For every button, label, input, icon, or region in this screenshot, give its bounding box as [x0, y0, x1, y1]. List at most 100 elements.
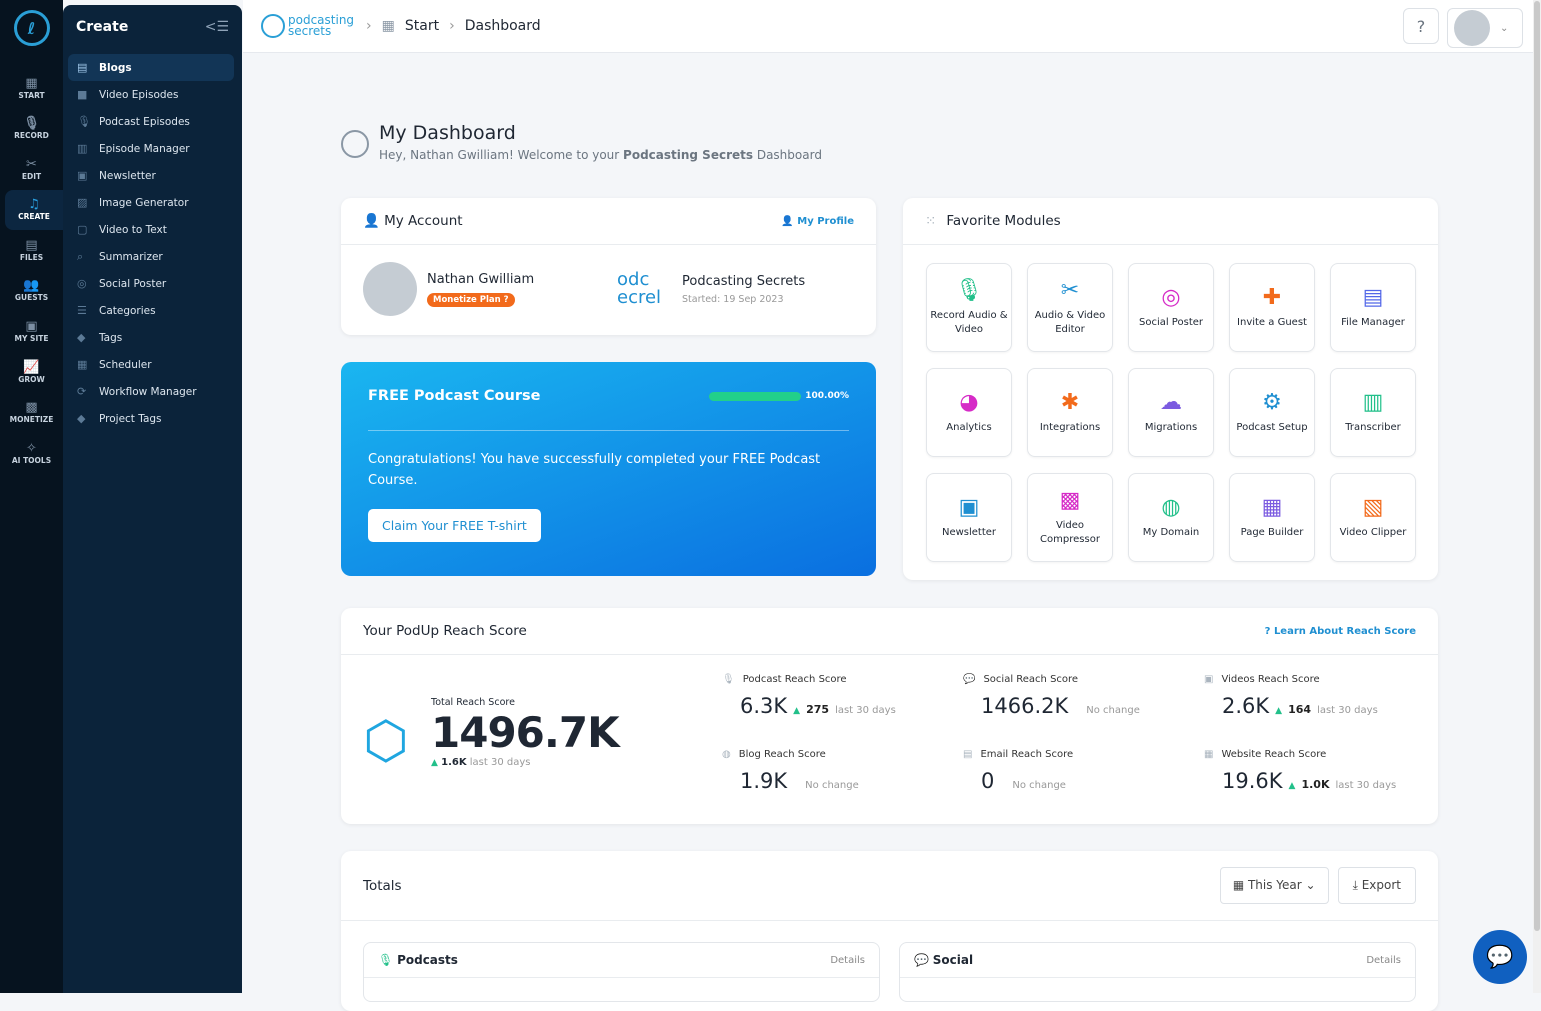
module-video-clipper[interactable]: ▧ Video Clipper [1330, 473, 1416, 562]
rail-grow[interactable]: 📈 GROW [18, 359, 45, 384]
module-page-builder[interactable]: ▦ Page Builder [1229, 473, 1315, 562]
show-started: Started: 19 Sep 2023 [682, 293, 784, 305]
score-icon: ▤ [963, 749, 973, 760]
module-invite-a-guest[interactable]: ✚ Invite a Guest [1229, 263, 1315, 352]
learn-reach-link[interactable]: ? Learn About Reach Score [1264, 625, 1416, 637]
mic-icon: 🎙 [23, 116, 40, 132]
score-icon: 💬 [963, 674, 976, 685]
module-integrations[interactable]: ✱ Integrations [1027, 368, 1113, 457]
scrollbar[interactable] [1533, 0, 1541, 993]
panel-item-social-poster[interactable]: ◎ Social Poster [77, 277, 167, 290]
module-my-domain[interactable]: ◍ My Domain [1128, 473, 1214, 562]
chat-button[interactable]: 💬 [1473, 930, 1527, 984]
module-icon: ▥ [1362, 389, 1384, 415]
help-icon: ? [1416, 16, 1426, 36]
podcasts-details-link[interactable]: Details [830, 954, 865, 966]
module-analytics[interactable]: ◕ Analytics [926, 368, 1012, 457]
module-icon: ◍ [1161, 494, 1181, 520]
panel-item-scheduler[interactable]: ▦ Scheduler [77, 358, 152, 371]
module-icon: 🎙 [955, 277, 983, 303]
course-banner: FREE Podcast Course 100.00% Congratulati… [341, 362, 876, 576]
course-title: FREE Podcast Course [368, 388, 541, 404]
ai-icon: ✧ [26, 440, 37, 456]
panel-item-categories[interactable]: ☰ Categories [77, 304, 156, 317]
module-icon: ▩ [1059, 487, 1081, 513]
help-button[interactable]: ? [1403, 8, 1439, 44]
site-icon: ▣ [25, 319, 38, 335]
panel-item-workflow-manager[interactable]: ⟳ Workflow Manager [77, 385, 197, 398]
module-file-manager[interactable]: ▤ File Manager [1330, 263, 1416, 352]
collapse-icon[interactable]: <☰ [204, 19, 229, 35]
podcasts-panel: 🎙 Podcasts Details [363, 942, 880, 1002]
panel-item-icon: ▥ [77, 142, 88, 155]
crumb-start[interactable]: Start [404, 18, 440, 34]
app-logo[interactable]: ℓ [13, 10, 50, 46]
plan-badge[interactable]: Monetize Plan ? [427, 292, 515, 307]
panel-item-newsletter[interactable]: ▣ Newsletter [77, 169, 156, 182]
module-icon: ▣ [958, 494, 980, 520]
panel-title: Create [76, 19, 129, 35]
social-details-link[interactable]: Details [1366, 954, 1401, 966]
module-audio-video-editor[interactable]: ✂ Audio & Video Editor [1027, 263, 1113, 352]
page-header: My Dashboard Hey, Nathan Gwilliam! Welco… [341, 122, 822, 162]
card-title: Your PodUp Reach Score [363, 623, 527, 639]
module-transcriber[interactable]: ▥ Transcriber [1330, 368, 1416, 457]
panel-item-project-tags[interactable]: ◆ Project Tags [77, 412, 162, 425]
module-icon: ◕ [959, 389, 979, 415]
totals-card: Totals ▦ This Year ⌄ ⤓ Export 🎙 Podcasts… [341, 851, 1438, 1011]
edit-icon: ✂ [26, 156, 37, 172]
module-migrations[interactable]: ☁ Migrations [1128, 368, 1214, 457]
panel-item-icon: ▣ [77, 169, 88, 182]
panel-item-icon: ⟳ [77, 385, 87, 398]
card-title: Favorite Modules [946, 213, 1061, 229]
show-logo[interactable]: odc ecrel [617, 269, 662, 308]
panel-item-icon: ▦ [77, 358, 88, 371]
module-podcast-setup[interactable]: ⚙ Podcast Setup [1229, 368, 1315, 457]
module-record-audio-video[interactable]: 🎙 Record Audio & Video [926, 263, 1012, 352]
panel-item-podcast-episodes[interactable]: 🎙 Podcast Episodes [77, 115, 190, 128]
total-reach-value: 1496.7K [431, 708, 620, 757]
top-bar: podcasting secrets › ▦ Start › Dashboard ? … [243, 0, 1533, 53]
panel-item-blogs[interactable]: ▤ Blogs [68, 54, 234, 81]
grid-icon: ⁙ [925, 213, 937, 229]
card-title: Totals [363, 877, 402, 894]
dashboard-gauge-icon [341, 130, 369, 158]
export-button[interactable]: ⤓ Export [1337, 867, 1416, 904]
module-video-compressor[interactable]: ▩ Video Compressor [1027, 473, 1113, 562]
panel-item-icon: ◆ [77, 412, 86, 425]
module-icon: ▧ [1362, 494, 1384, 520]
panel-item-video-to-text[interactable]: ▢ Video to Text [77, 223, 167, 236]
rail-files[interactable]: ▤ FILES [19, 237, 44, 262]
calendar-icon: ▦ [25, 75, 38, 91]
rail-my-site[interactable]: ▣ MY SITE [14, 319, 49, 344]
module-icon: ▤ [1362, 284, 1384, 310]
panel-item-video-episodes[interactable]: ■ Video Episodes [77, 88, 179, 101]
panel-item-tags[interactable]: ◆ Tags [77, 331, 123, 344]
create-panel: Create <☰ ▤ Blogs ■ Video Episodes 🎙 Podcast E… [63, 5, 242, 993]
brand-logo[interactable]: podcasting secrets [261, 14, 354, 38]
module-icon: ✱ [1060, 389, 1080, 415]
crumb-dashboard: Dashboard [464, 18, 541, 34]
reach-score-item: ◍ Blog Reach Score 1.9K No change [722, 749, 859, 793]
user-name: Nathan Gwilliam [427, 271, 535, 287]
rail-record[interactable]: 🎙 RECORD [14, 116, 49, 141]
module-icon: ✂ [1060, 277, 1080, 303]
panel-item-episode-manager[interactable]: ▥ Episode Manager [77, 142, 190, 155]
my-profile-link[interactable]: 👤 My Profile [781, 215, 854, 227]
panel-item-icon: ◆ [77, 331, 86, 344]
module-newsletter[interactable]: ▣ Newsletter [926, 473, 1012, 562]
claim-tshirt-button[interactable]: Claim Your FREE T-shirt [368, 509, 541, 542]
panel-item-summarizer[interactable]: ⌕ Summarizer [77, 249, 163, 263]
rail-monetize[interactable]: ▩ MONETIZE [9, 400, 54, 425]
rail-edit[interactable]: ✂ EDIT [21, 156, 42, 181]
user-menu[interactable]: ⌄ [1447, 8, 1523, 48]
module-icon: ⚙ [1262, 389, 1282, 415]
rail-ai-tools[interactable]: ✧ AI TOOLS [11, 440, 52, 465]
welcome-text: Hey, Nathan Gwilliam! Welcome to your Po… [379, 148, 822, 162]
panel-item-image-generator[interactable]: ▨ Image Generator [77, 196, 189, 209]
module-social-poster[interactable]: ◎ Social Poster [1128, 263, 1214, 352]
rail-create[interactable]: ♫ CREATE [5, 189, 63, 230]
date-range-select[interactable]: ▦ This Year ⌄ [1219, 867, 1329, 904]
rail-guests[interactable]: 👥 GUESTS [14, 278, 49, 303]
rail-start[interactable]: ▦ START [18, 75, 45, 100]
